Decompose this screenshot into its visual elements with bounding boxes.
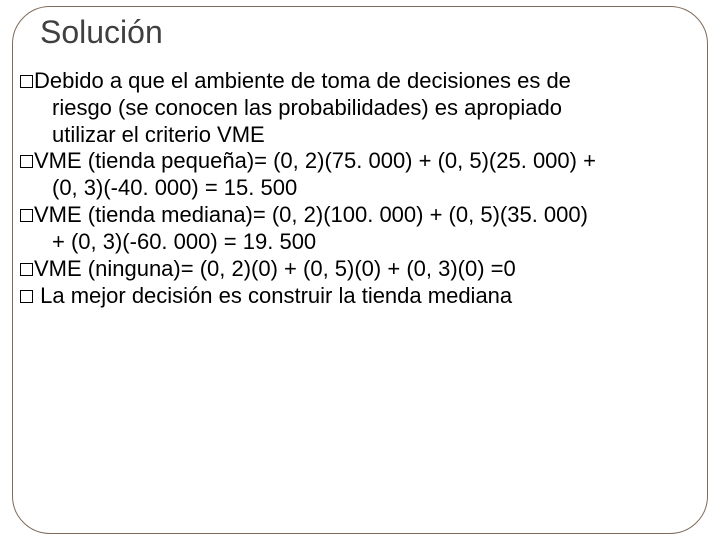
bullet-line: + (0, 3)(-60. 000) = 19. 500: [20, 229, 700, 256]
bullet-lead: VME (tienda mediana)= (0, 2)(100. 000) +…: [34, 202, 588, 227]
square-bullet-icon: [20, 290, 33, 303]
bullet-item: VME (tienda mediana)= (0, 2)(100. 000) +…: [20, 202, 700, 256]
bullet-line: utilizar el criterio VME: [20, 122, 700, 149]
bullet-line: riesgo (se conocen las probabilidades) e…: [20, 95, 700, 122]
square-bullet-icon: [20, 209, 33, 222]
bullet-item: La mejor decisión es construir la tienda…: [20, 283, 700, 310]
slide-title: Solución: [40, 14, 163, 51]
square-bullet-icon: [20, 75, 33, 88]
bullet-lead: La mejor decisión es construir la tienda…: [34, 283, 512, 308]
bullet-lead: VME (tienda pequeña)= (0, 2)(75. 000) + …: [34, 148, 596, 173]
bullet-lead: Debido a que el ambiente de toma de deci…: [34, 68, 571, 93]
bullet-lead: VME (ninguna)= (0, 2)(0) + (0, 5)(0) + (…: [34, 256, 516, 281]
bullet-item: Debido a que el ambiente de toma de deci…: [20, 68, 700, 148]
slide: Solución Debido a que el ambiente de tom…: [0, 0, 720, 540]
bullet-item: VME (ninguna)= (0, 2)(0) + (0, 5)(0) + (…: [20, 256, 700, 283]
square-bullet-icon: [20, 263, 33, 276]
slide-body: Debido a que el ambiente de toma de deci…: [20, 68, 700, 309]
square-bullet-icon: [20, 155, 33, 168]
bullet-line: (0, 3)(-40. 000) = 15. 500: [20, 175, 700, 202]
bullet-item: VME (tienda pequeña)= (0, 2)(75. 000) + …: [20, 148, 700, 202]
